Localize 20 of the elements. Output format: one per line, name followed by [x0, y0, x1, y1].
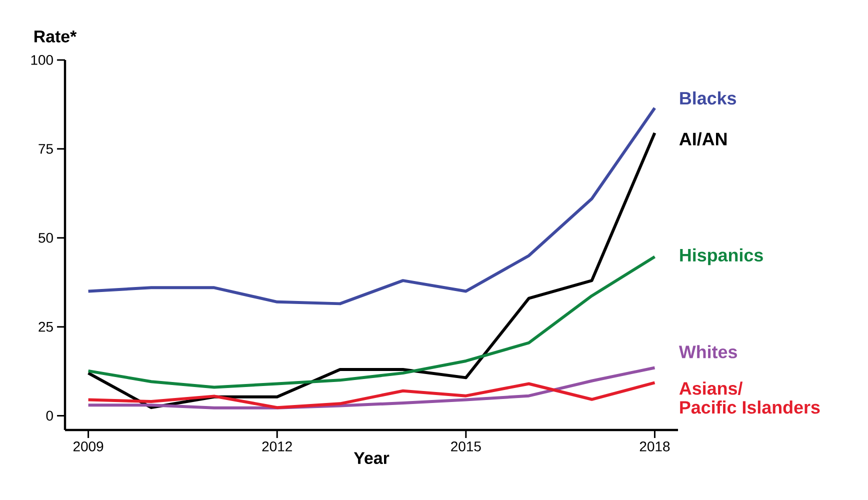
- x-tick-label: 2012: [262, 441, 292, 452]
- x-axis-title: Year: [354, 452, 390, 464]
- series-label: Whites: [678, 345, 737, 358]
- series-label: Blacks: [680, 91, 736, 105]
- x-tick-label: 2018: [640, 441, 670, 452]
- x-tick-label: 2009: [73, 441, 104, 452]
- line-series: [86, 381, 656, 410]
- y-tick-label: 75: [38, 144, 53, 154]
- line-series: [86, 366, 656, 410]
- line-series: [86, 106, 656, 306]
- y-axis-title: Rate*: [34, 30, 77, 42]
- y-tick-label: 0: [46, 410, 53, 421]
- series-label: Hispanics: [680, 248, 763, 266]
- x-tick-label: 2015: [451, 441, 481, 452]
- series-label: AI/AN: [679, 132, 727, 146]
- line-series: [86, 255, 656, 389]
- y-tick-label: 25: [38, 322, 53, 332]
- y-tick-label: 50: [38, 232, 53, 243]
- y-tick-label: 100: [31, 55, 53, 65]
- series-label: Asians/ Pacific Islanders: [679, 382, 820, 414]
